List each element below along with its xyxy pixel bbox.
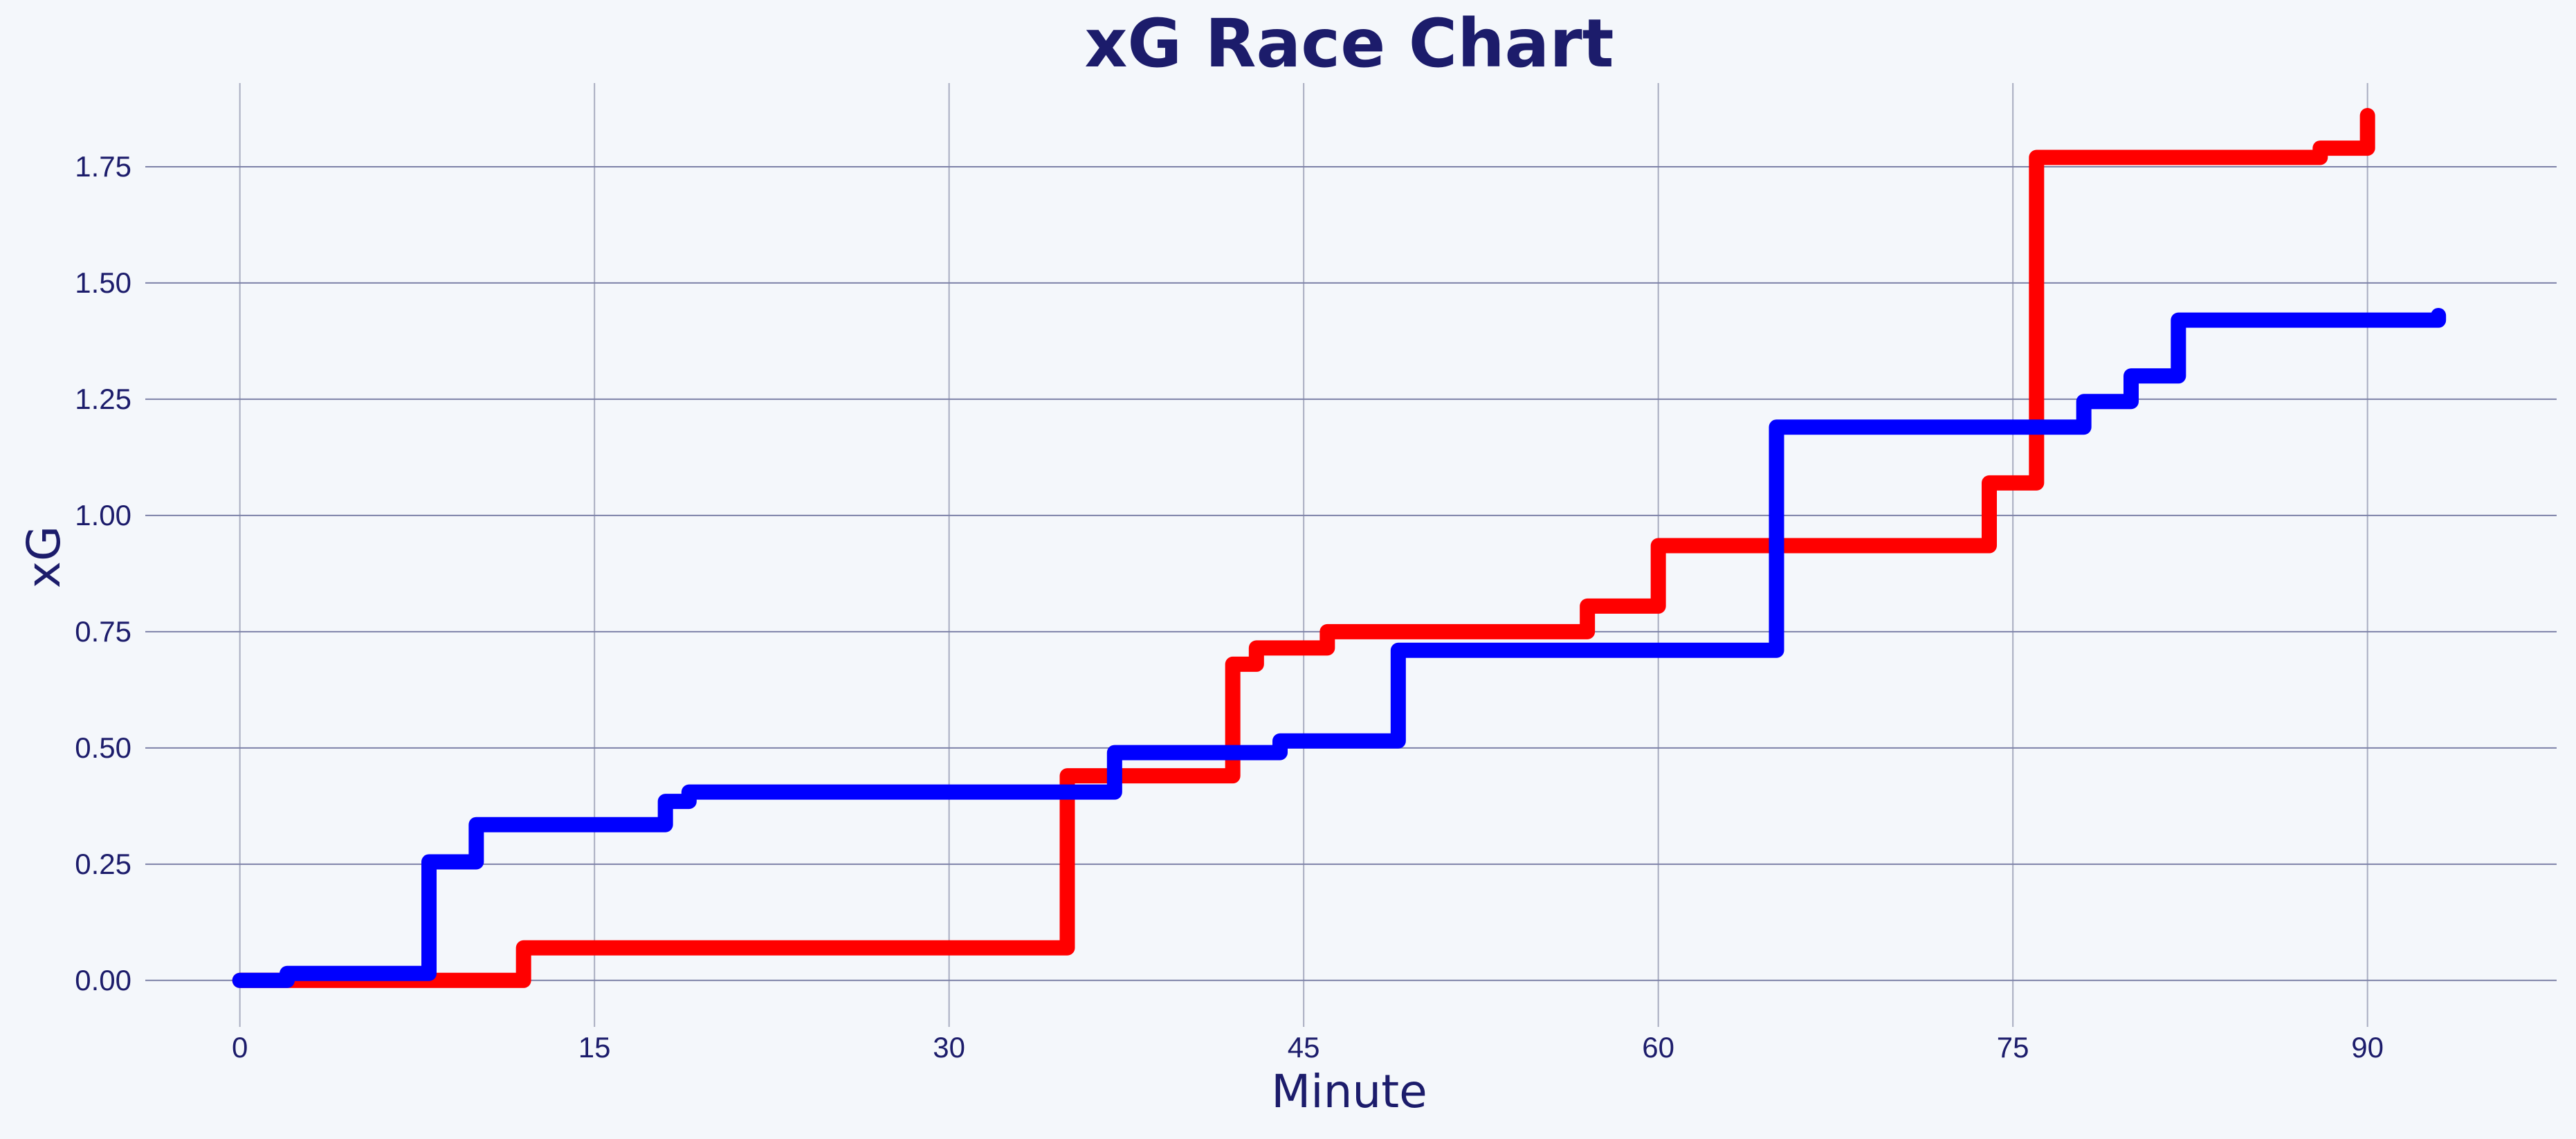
series-line-0 [232, 108, 2375, 988]
x-tick-label: 0 [232, 1031, 248, 1064]
y-tick-label: 1.25 [75, 383, 131, 415]
y-axis-label: xG [17, 526, 71, 588]
x-tick-label: 60 [1642, 1031, 1674, 1064]
y-tick-label: 0.00 [75, 964, 131, 996]
y-tick-label: 1.75 [75, 150, 131, 183]
y-tick-label: 0.25 [75, 848, 131, 880]
chart-title: xG Race Chart [1084, 5, 1614, 82]
y-tick-label: 0.50 [75, 731, 131, 764]
y-tick-label: 1.00 [75, 499, 131, 531]
x-axis-label: Minute [1271, 1065, 1427, 1118]
series-line-1 [232, 307, 2447, 988]
x-tick-label: 75 [1997, 1031, 2029, 1064]
series-lines [232, 108, 2447, 988]
x-tick-label: 15 [578, 1031, 611, 1064]
x-tick-label: 30 [933, 1031, 965, 1064]
x-tick-label: 90 [2351, 1031, 2384, 1064]
y-tick-label: 0.75 [75, 615, 131, 648]
tick-labels: 0 15 30 45 60 75 90 0.00 0.25 0.50 0.75 1.00 1.25 1.5… [75, 150, 2384, 1064]
y-tick-label: 1.50 [75, 266, 131, 299]
x-tick-label: 45 [1288, 1031, 1320, 1064]
